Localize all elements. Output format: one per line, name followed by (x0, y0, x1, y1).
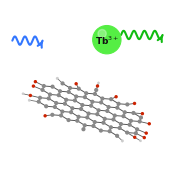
Circle shape (98, 29, 106, 38)
Circle shape (60, 109, 64, 114)
Circle shape (59, 113, 63, 118)
Circle shape (109, 97, 113, 101)
Circle shape (57, 93, 61, 97)
Circle shape (109, 125, 113, 129)
Circle shape (64, 98, 68, 102)
Circle shape (58, 89, 62, 93)
Circle shape (125, 131, 129, 135)
Circle shape (91, 124, 96, 128)
Circle shape (77, 87, 81, 91)
Circle shape (69, 110, 73, 114)
Circle shape (87, 112, 91, 116)
Circle shape (40, 88, 45, 92)
Circle shape (29, 94, 32, 97)
Circle shape (121, 139, 124, 142)
Circle shape (123, 110, 127, 114)
Circle shape (56, 77, 59, 80)
Circle shape (47, 96, 51, 101)
Circle shape (54, 101, 58, 105)
Circle shape (135, 127, 139, 131)
Circle shape (139, 115, 143, 120)
Circle shape (142, 136, 146, 139)
Circle shape (83, 95, 87, 99)
Circle shape (139, 140, 142, 142)
Circle shape (103, 117, 107, 121)
Circle shape (111, 117, 116, 122)
Circle shape (90, 100, 95, 104)
Circle shape (48, 92, 52, 97)
Circle shape (79, 107, 83, 111)
Circle shape (101, 121, 106, 125)
Circle shape (80, 103, 84, 107)
Circle shape (107, 105, 111, 109)
Circle shape (83, 123, 87, 127)
Circle shape (93, 92, 97, 96)
Circle shape (73, 98, 77, 102)
Circle shape (131, 111, 136, 115)
Circle shape (50, 84, 55, 89)
Circle shape (84, 91, 88, 95)
Circle shape (50, 113, 54, 117)
Circle shape (32, 84, 35, 88)
Circle shape (76, 115, 81, 119)
Circle shape (113, 113, 117, 118)
Circle shape (43, 114, 47, 118)
Circle shape (61, 81, 65, 85)
Circle shape (96, 84, 99, 88)
Circle shape (94, 88, 98, 92)
Circle shape (70, 106, 74, 110)
Circle shape (28, 99, 31, 101)
Circle shape (133, 136, 136, 139)
Circle shape (97, 82, 100, 84)
Circle shape (114, 95, 118, 98)
Circle shape (81, 127, 86, 131)
Circle shape (93, 120, 97, 124)
Circle shape (115, 134, 119, 138)
Circle shape (99, 129, 103, 133)
Circle shape (34, 80, 37, 83)
Circle shape (148, 122, 151, 125)
Circle shape (42, 84, 46, 88)
Circle shape (108, 129, 112, 133)
Circle shape (68, 86, 72, 90)
Circle shape (134, 131, 138, 135)
Circle shape (37, 100, 41, 104)
Circle shape (22, 93, 24, 95)
Circle shape (141, 112, 144, 115)
Circle shape (100, 96, 104, 101)
Circle shape (44, 104, 48, 108)
Circle shape (121, 114, 125, 118)
Circle shape (75, 119, 79, 123)
Circle shape (115, 106, 119, 110)
Circle shape (133, 102, 136, 105)
Circle shape (74, 94, 78, 99)
Circle shape (63, 102, 67, 106)
Circle shape (99, 100, 103, 105)
Circle shape (117, 102, 121, 106)
Circle shape (138, 119, 142, 124)
Circle shape (53, 105, 57, 109)
Text: Tb$^{3+}$: Tb$^{3+}$ (95, 34, 119, 47)
Circle shape (66, 118, 71, 122)
Circle shape (145, 131, 148, 135)
Circle shape (93, 26, 121, 54)
Circle shape (85, 115, 89, 120)
Circle shape (95, 112, 99, 116)
Circle shape (96, 108, 101, 112)
Circle shape (89, 104, 93, 108)
Circle shape (125, 102, 129, 107)
Circle shape (118, 126, 122, 130)
Circle shape (105, 109, 109, 113)
Circle shape (67, 90, 71, 94)
Circle shape (128, 123, 132, 127)
Circle shape (74, 82, 78, 85)
Circle shape (119, 122, 123, 126)
Circle shape (38, 96, 42, 100)
Circle shape (129, 119, 133, 123)
